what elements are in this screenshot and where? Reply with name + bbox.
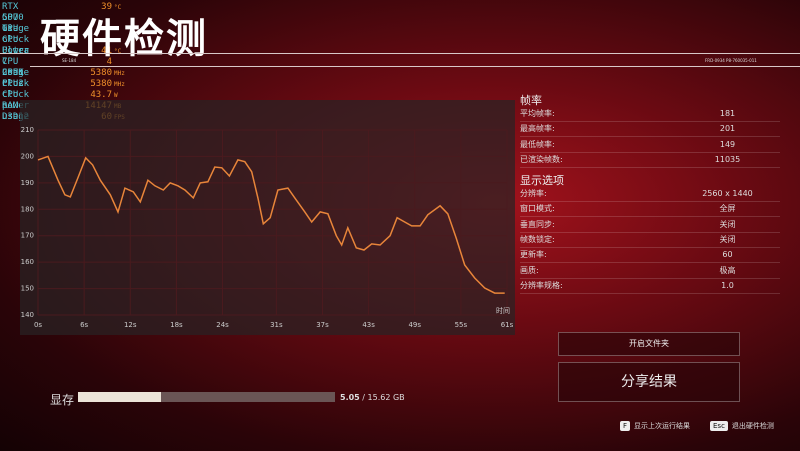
osd-label: GPU clock [2,24,30,45]
osd-value: 39 [101,2,112,12]
hint-label: 退出硬件检测 [731,422,774,430]
key: F [620,421,631,431]
y-tick-label: 180 [21,205,34,213]
osd-unit: °C [114,48,122,55]
memory-label: 显存 [50,393,75,407]
stat-row: 分辨率规格: 1.0 [520,278,780,294]
x-tick-label: 6s [80,321,88,329]
osd-unit: MHz [114,70,125,77]
stat-value: 181 [719,109,736,118]
stat-value: 11035 [714,154,741,164]
osd-unit: W [114,92,118,99]
x-tick-label: 49s [408,321,421,329]
fps-line [37,155,505,294]
x-axis-label: 时间 [496,306,510,315]
stat-label: 窗口模式: [520,204,555,214]
rule [30,66,800,67]
memory-text: 5.05 / 15.62 GB [340,393,405,402]
osd-label: CPU2 clock [2,79,30,100]
x-tick-label: 31s [270,321,283,329]
y-tick-label: 160 [21,258,34,266]
osd-value: 5380 [90,79,112,89]
y-tick-label: 140 [21,311,34,319]
memory-used: 5.05 [340,393,360,402]
stat-value: 149 [719,139,736,149]
stat-row: 平均帧率: 181 [520,106,780,122]
stat-label: 分辨率规格: [520,280,563,290]
stat-value: 201 [719,124,736,134]
stat-value: 关闭 [719,219,736,229]
osd-label: Ultra 7 265K Plus [2,46,30,89]
osd-label: RTX 5070 Ti [2,2,24,34]
stat-row: 最低帧率: 149 [520,137,780,153]
memory-total: / 15.62 GB [362,393,405,402]
stat-row: 画质: 极高 [520,263,780,279]
osd-label: GPU Power [2,35,30,56]
code: SE-184 [62,58,77,63]
stat-label: 分辨率: [520,189,547,198]
y-tick-label: 210 [21,126,34,134]
stat-label: 最低帧率: [520,139,555,149]
stat-row: 最高帧率: 201 [520,121,780,138]
osd-label: RAM usage [2,101,30,122]
share-button[interactable]: 分享结果 [558,362,740,402]
stat-value: 60 [722,250,733,260]
x-tick-label: 43s [362,321,375,329]
osd-value: 4 [106,57,112,67]
hint[interactable]: F 显示上次运行结果 [620,421,690,431]
stat-label: 帧数锁定: [520,234,555,244]
stat-row: 已渲染帧数: 11035 [520,152,780,168]
stat-row: 窗口模式: 全屏 [520,201,780,218]
stat-label: 垂直同步: [520,219,555,229]
section-title: 帧率 [520,94,542,107]
x-tick-label: 37s [316,321,329,329]
osd-value: 5380 [90,68,112,78]
key: Esc [710,421,728,431]
code: FRD-0934 P8-760035-011 [705,58,757,63]
stat-value: 关闭 [719,234,736,244]
x-tick-label: 61s [501,321,514,329]
stat-label: 更新率: [520,250,547,260]
rule [0,53,800,54]
x-tick-label: 24s [216,321,229,329]
open-folder-button[interactable]: 开启文件夹 [558,332,740,356]
osd-label: CPU power [2,90,30,111]
chart: 140 150 160 170 180 190 200 210 0s 6s 12s 18s 24s 31s… [20,100,515,335]
osd-label: CPU usage [2,57,30,78]
y-tick-label: 170 [21,232,34,240]
y-tick-label: 150 [21,285,34,293]
osd-label: D3D12 [2,112,30,122]
stat-value: 2560 x 1440 [702,189,753,198]
memory-track [78,392,335,402]
osd-value: 41 [101,46,112,56]
hint[interactable]: Esc 退出硬件检测 [710,421,774,431]
stat-value: 1.0 [721,280,734,290]
stat-label: 最高帧率: [520,124,555,134]
stat-label: 画质: [520,265,539,275]
stat-row: 垂直同步: 关闭 [520,217,780,233]
stat-row: 更新率: 60 [520,247,780,264]
osd-unit: MHz [114,81,125,88]
stat-label: 已渲染帧数: [520,154,563,164]
stat-value: 极高 [719,265,736,275]
hint-label: 显示上次运行结果 [634,422,691,430]
stat-row: 分辨率: 2560 x 1440 [520,186,780,202]
osd-label: GPU usage [2,13,30,34]
osd-value: 43.7 [90,90,112,100]
stat-value: 全屏 [719,204,736,214]
x-tick-label: 55s [455,321,468,329]
title: 硬件检测 [40,16,208,62]
memory-bar [78,392,162,402]
stat-label: 平均帧率: [520,109,555,118]
section-title: 显示选项 [520,174,564,187]
osd-unit: °C [114,4,122,11]
osd-label: CPU1 clock [2,68,30,89]
y-tick-label: 200 [21,152,34,160]
x-tick-label: 0s [34,321,42,329]
x-tick-label: 12s [124,321,137,329]
x-tick-label: 18s [170,321,183,329]
y-tick-label: 190 [21,179,34,187]
stat-row: 帧数锁定: 关闭 [520,232,780,248]
